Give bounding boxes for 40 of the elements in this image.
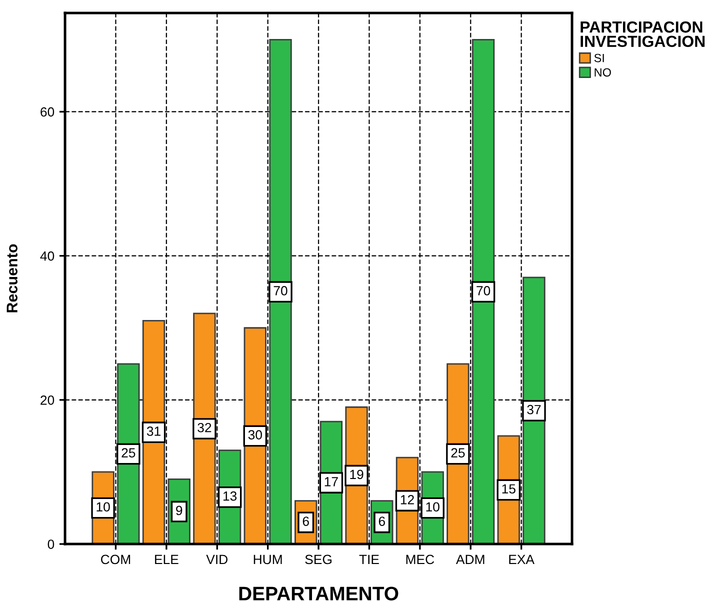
data-label: 25: [451, 448, 465, 458]
y-axis-title: Recuento: [6, 244, 18, 312]
x-tick-label: ADM: [456, 554, 484, 564]
data-label: 10: [96, 502, 110, 512]
y-tick-label: 20: [40, 395, 54, 405]
x-tick-label: COM: [101, 554, 130, 564]
x-tick-label: EXA: [509, 554, 534, 564]
data-label: 31: [146, 426, 160, 436]
y-tick-label: 60: [40, 107, 54, 117]
bar: [472, 38, 495, 544]
data-label: 9: [176, 506, 182, 516]
legend-title: PARTICIPACION INVESTIGACION: [580, 21, 705, 48]
legend-label: NO: [594, 68, 611, 77]
bar: [522, 276, 546, 544]
data-label: 17: [324, 477, 338, 486]
x-tick-label: TIE: [359, 554, 379, 564]
data-label: 70: [274, 286, 288, 296]
data-label: 15: [502, 484, 516, 494]
data-label: 6: [378, 516, 385, 526]
data-label: 37: [527, 404, 541, 414]
data-label: 10: [426, 502, 440, 512]
data-label: 12: [400, 494, 414, 504]
y-tick-label: 40: [40, 251, 54, 261]
data-label: 30: [248, 430, 262, 440]
x-tick-label: SEG: [305, 554, 332, 564]
legend-label: SI: [594, 54, 604, 62]
x-tick-label: MEC: [406, 554, 434, 564]
x-tick-label: HUM: [254, 554, 282, 564]
data-label: 6: [302, 516, 309, 526]
data-label: 32: [198, 422, 212, 432]
data-label: 19: [350, 470, 364, 480]
x-tick-label: ELE: [155, 554, 178, 564]
x-tick-label: VID: [206, 554, 228, 564]
y-tick-label: 0: [48, 540, 54, 549]
bar: [269, 38, 292, 544]
data-label: 13: [223, 491, 237, 501]
data-label: 70: [476, 286, 490, 296]
bar: [193, 312, 216, 544]
x-axis-title: DEPARTAMENTO: [239, 586, 398, 600]
data-label: 25: [122, 448, 136, 458]
